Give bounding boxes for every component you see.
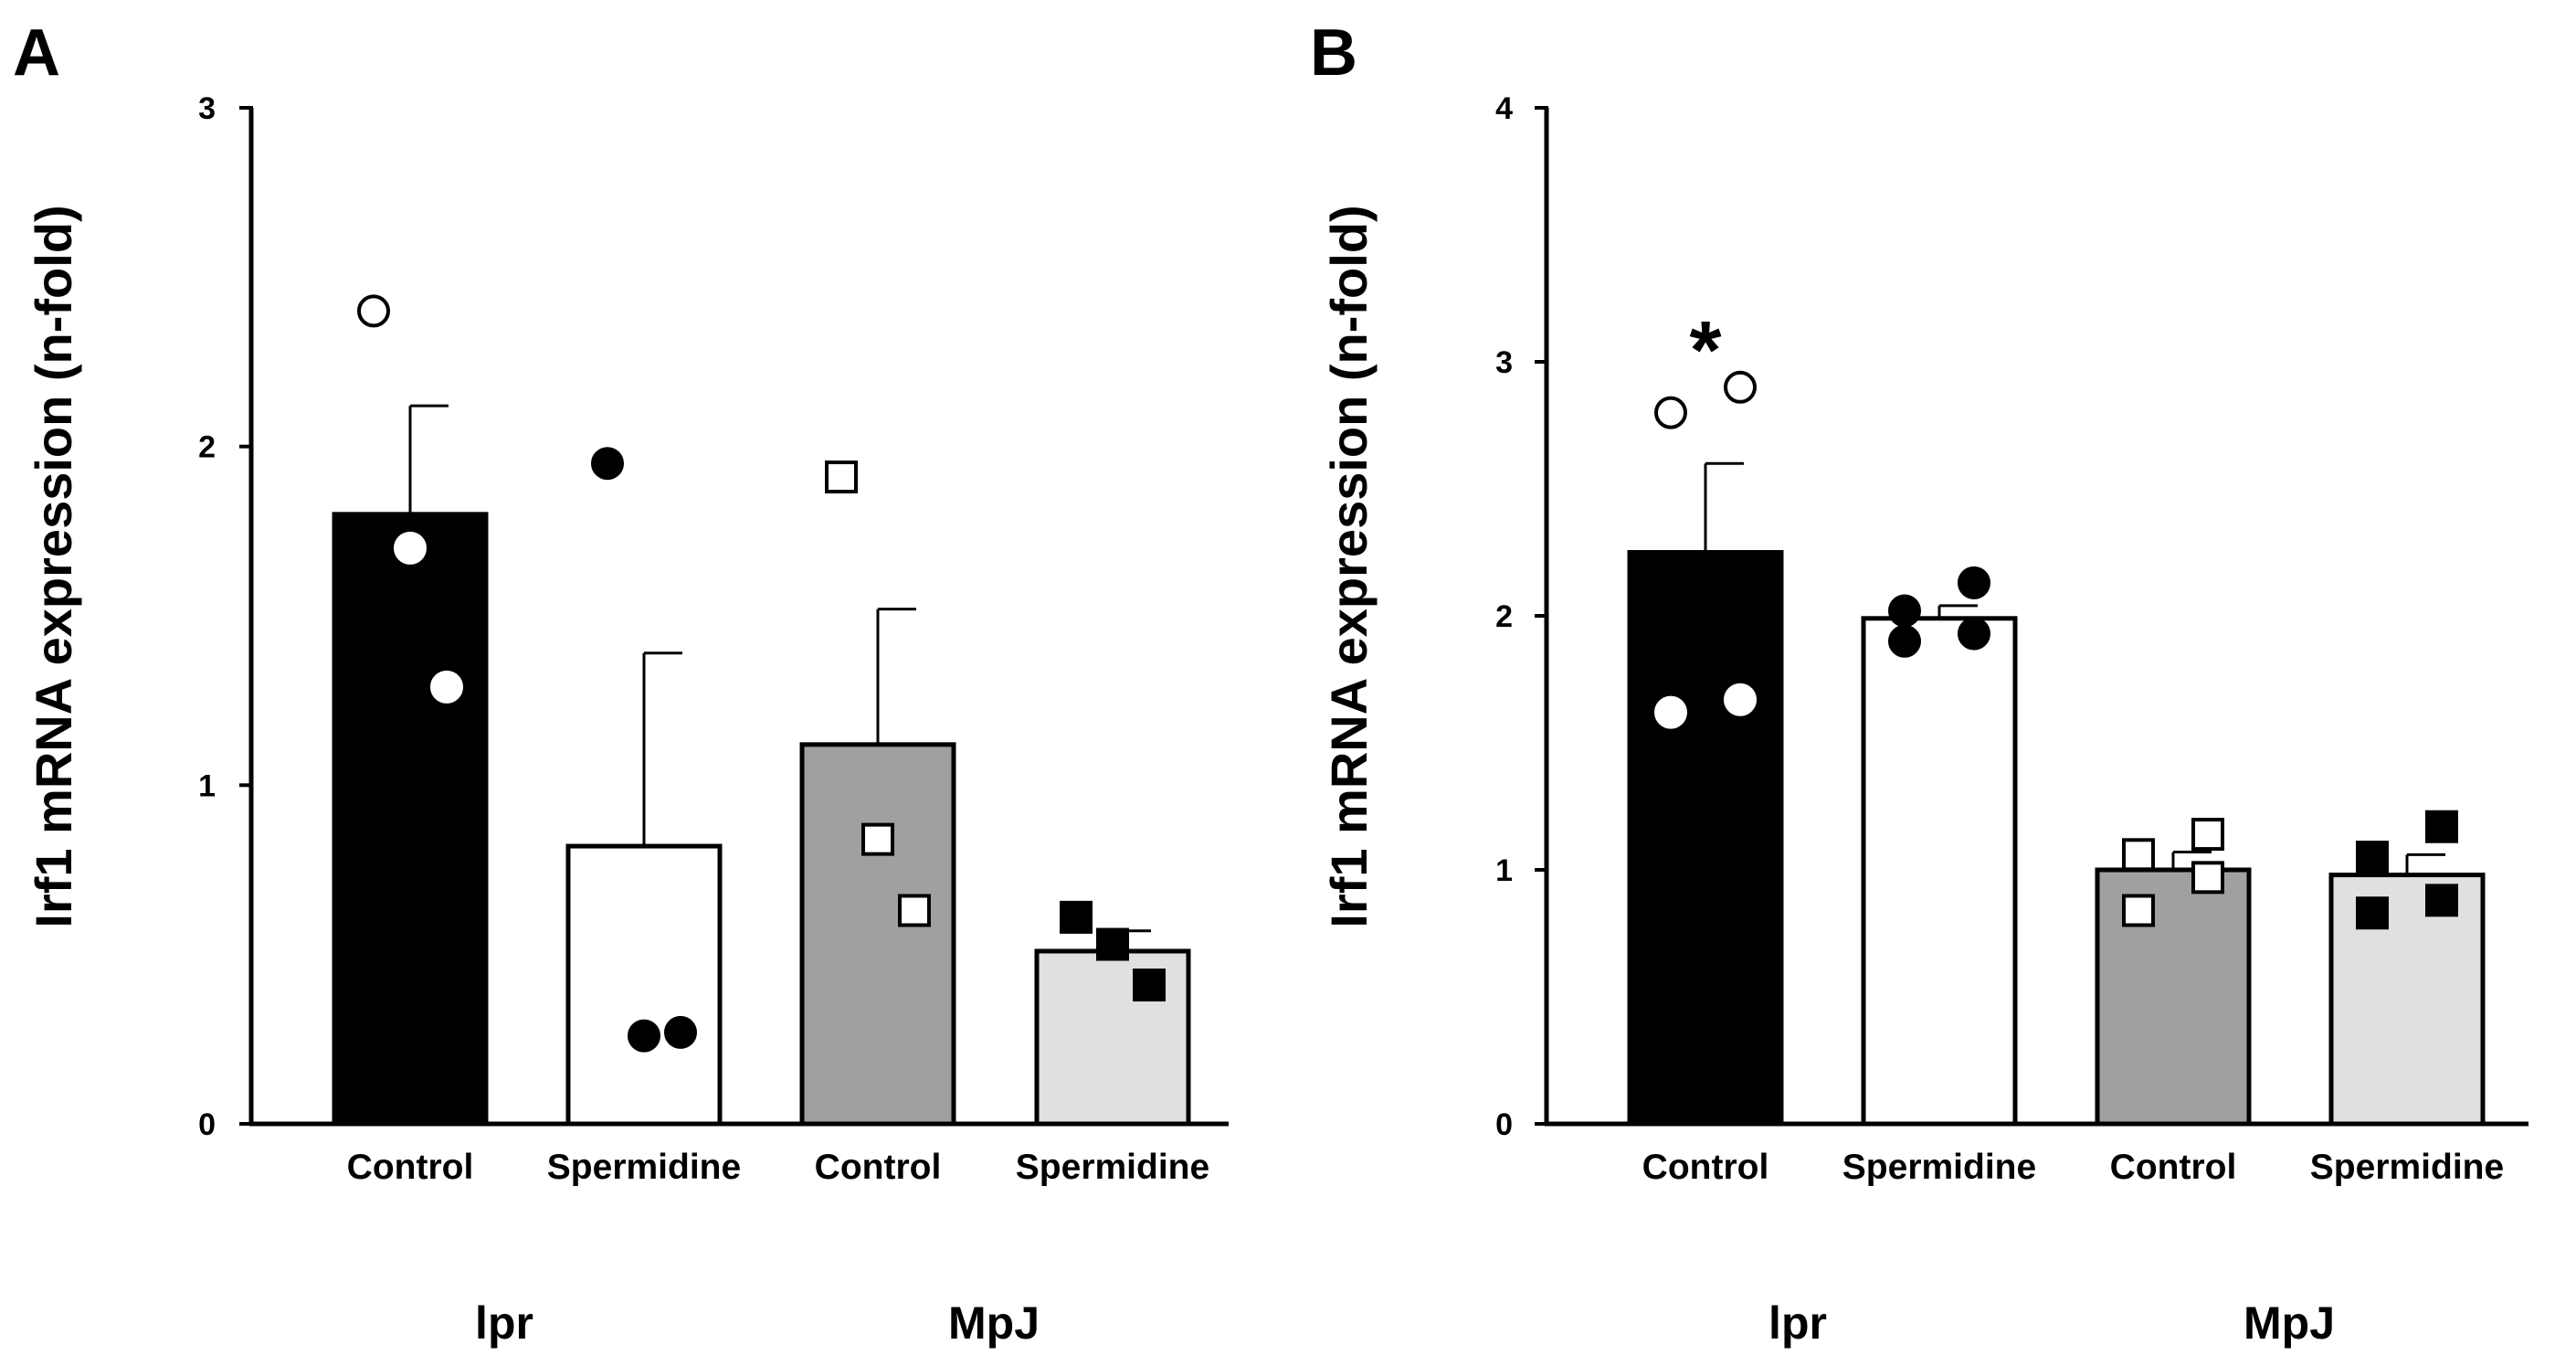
error-bar-b-lpr-spermidine xyxy=(1937,604,1978,619)
data-point xyxy=(2356,896,2389,930)
data-point xyxy=(2425,884,2458,917)
y-tick-label-a: 0 xyxy=(198,1107,216,1142)
y-tick-label-b: 1 xyxy=(1495,853,1513,888)
panel-b: B Irf1 mRNA expression (n-fold) 0 1 2 3 … xyxy=(1310,16,2528,1349)
error-bar-b-mpj-control xyxy=(2171,851,2212,870)
data-point xyxy=(664,1015,697,1049)
y-axis-title-a: Irf1 mRNA expression (n-fold) xyxy=(25,205,82,927)
data-point xyxy=(394,531,427,565)
y-ticks-a: 0 1 2 3 xyxy=(198,91,253,1142)
data-point xyxy=(861,822,894,856)
bar-b-mpj-control xyxy=(2095,867,2252,1127)
data-point xyxy=(2191,818,2224,852)
data-points-b xyxy=(1654,370,2458,930)
y-tick-label-b: 4 xyxy=(1495,91,1513,126)
data-point xyxy=(2122,838,2155,872)
panel-letter-b: B xyxy=(1310,16,1357,90)
bar-a-lpr-spermidine xyxy=(565,843,723,1127)
bar-b-lpr-spermidine xyxy=(1861,616,2018,1127)
bar-b-lpr-control xyxy=(1627,550,1784,1127)
data-point xyxy=(1654,396,1687,429)
bar-a-mpj-spermidine xyxy=(1034,948,1191,1127)
category-label-b-lpr-control: Control xyxy=(1642,1148,1769,1187)
group-labels-a: lpr MpJ xyxy=(475,1297,1040,1349)
category-labels-a: Control Spermidine Control Spermidine xyxy=(347,1148,1210,1187)
significance-star: * xyxy=(1689,305,1721,397)
data-point xyxy=(1958,566,1990,599)
bars-a xyxy=(332,512,1191,1127)
y-tick-label-a: 3 xyxy=(198,91,216,126)
category-label-b-lpr-spermidine: Spermidine xyxy=(1842,1148,2036,1187)
category-label-b-mpj-spermidine: Spermidine xyxy=(2310,1148,2504,1187)
data-point xyxy=(825,461,858,494)
error-bar-a-lpr-spermidine xyxy=(642,651,682,847)
error-bar-a-lpr-control xyxy=(408,404,449,514)
data-point xyxy=(1958,617,1990,651)
data-point xyxy=(2356,841,2389,874)
bar-a-lpr-control xyxy=(332,512,489,1127)
category-label-a-mpj-spermidine: Spermidine xyxy=(1016,1148,1209,1187)
bars-b xyxy=(1627,550,2486,1127)
group-labels-b: lpr MpJ xyxy=(1768,1297,2335,1349)
group-label-a-lpr: lpr xyxy=(475,1297,533,1349)
category-label-a-lpr-spermidine: Spermidine xyxy=(547,1148,741,1187)
y-tick-label-a: 2 xyxy=(198,430,216,465)
group-label-b-lpr: lpr xyxy=(1768,1297,1827,1349)
data-point xyxy=(357,294,390,328)
annotations-b: * xyxy=(1689,305,1721,397)
data-point xyxy=(1096,927,1129,961)
y-axis-title-b: Irf1 mRNA expression (n-fold) xyxy=(1320,205,1378,927)
data-point xyxy=(1888,624,1921,658)
panel-a: A Irf1 mRNA expression (n-fold) 0 1 2 3 xyxy=(13,16,1229,1349)
group-label-b-mpj: MpJ xyxy=(2243,1297,2335,1349)
data-point xyxy=(1724,370,1757,404)
error-bars-a xyxy=(408,404,1151,951)
data-point xyxy=(2425,810,2458,843)
data-point xyxy=(1888,594,1921,628)
data-point xyxy=(1654,695,1687,729)
category-label-b-mpj-control: Control xyxy=(2110,1148,2237,1187)
error-bars-b xyxy=(1704,461,2445,875)
data-point xyxy=(628,1019,660,1053)
y-tick-label-a: 1 xyxy=(198,768,216,803)
data-point xyxy=(1060,900,1093,934)
y-tick-label-b: 3 xyxy=(1495,345,1513,380)
data-point xyxy=(898,894,931,927)
category-labels-b: Control Spermidine Control Spermidine xyxy=(1642,1148,2505,1187)
panel-letter-a: A xyxy=(13,16,60,90)
data-point xyxy=(430,670,463,704)
error-bar-b-mpj-spermidine xyxy=(2405,852,2445,875)
category-label-a-mpj-control: Control xyxy=(815,1148,942,1187)
data-point xyxy=(1724,683,1757,716)
y-tick-label-b: 2 xyxy=(1495,599,1513,634)
category-label-a-lpr-control: Control xyxy=(347,1148,474,1187)
data-point xyxy=(591,447,624,481)
bar-a-mpj-control xyxy=(799,742,956,1127)
group-label-a-mpj: MpJ xyxy=(948,1297,1040,1349)
data-point xyxy=(1133,969,1166,1002)
data-points-a xyxy=(357,294,1166,1053)
error-bar-b-lpr-control xyxy=(1704,461,1744,553)
bar-b-mpj-spermidine xyxy=(2328,873,2486,1127)
y-tick-label-b: 0 xyxy=(1495,1107,1513,1142)
y-ticks-b: 0 1 2 3 4 xyxy=(1495,91,1548,1142)
data-point xyxy=(2191,861,2224,895)
error-bar-a-mpj-control xyxy=(876,608,916,745)
data-point xyxy=(2122,894,2155,927)
